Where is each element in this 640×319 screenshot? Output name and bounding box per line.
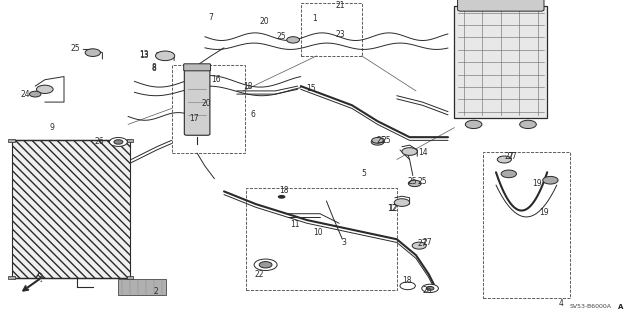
Circle shape xyxy=(372,137,383,143)
Text: 25: 25 xyxy=(381,136,391,145)
Text: 26: 26 xyxy=(422,286,432,295)
Bar xyxy=(118,279,166,295)
Text: 6: 6 xyxy=(251,110,256,119)
Circle shape xyxy=(287,37,300,43)
Text: 15: 15 xyxy=(306,84,316,93)
Circle shape xyxy=(254,259,277,271)
Circle shape xyxy=(394,199,410,206)
Text: 18: 18 xyxy=(243,82,253,91)
Text: Fr.: Fr. xyxy=(32,271,45,285)
Circle shape xyxy=(259,262,272,268)
Text: 18: 18 xyxy=(280,186,289,195)
Circle shape xyxy=(422,284,438,293)
Bar xyxy=(246,188,397,290)
Circle shape xyxy=(403,284,412,288)
Circle shape xyxy=(36,85,53,93)
Text: 12: 12 xyxy=(388,204,398,213)
Text: 20: 20 xyxy=(202,99,211,108)
FancyBboxPatch shape xyxy=(184,64,211,71)
Text: 20: 20 xyxy=(259,17,269,26)
Bar xyxy=(12,140,130,278)
Circle shape xyxy=(400,282,415,290)
Text: 12: 12 xyxy=(387,204,397,213)
Circle shape xyxy=(402,148,417,155)
Text: 5: 5 xyxy=(361,169,366,178)
Text: A: A xyxy=(618,304,623,310)
Circle shape xyxy=(501,170,516,178)
Bar xyxy=(127,139,133,142)
Text: 10: 10 xyxy=(314,228,323,237)
Bar xyxy=(127,276,133,279)
Text: 9: 9 xyxy=(50,123,55,132)
Circle shape xyxy=(278,195,285,199)
Circle shape xyxy=(371,139,384,145)
Text: 27: 27 xyxy=(508,152,517,161)
Text: 3: 3 xyxy=(341,238,346,247)
Text: 14: 14 xyxy=(419,148,428,157)
Text: 27: 27 xyxy=(504,152,514,161)
Text: 2: 2 xyxy=(154,287,159,296)
Text: 22: 22 xyxy=(255,271,264,279)
Text: 25: 25 xyxy=(276,32,286,41)
Text: 13: 13 xyxy=(140,50,149,59)
Bar xyxy=(8,276,15,279)
Circle shape xyxy=(497,156,511,163)
Circle shape xyxy=(156,51,175,61)
Text: 25: 25 xyxy=(417,177,427,186)
Text: 11: 11 xyxy=(290,220,300,229)
Text: 18: 18 xyxy=(402,276,412,285)
Text: 16: 16 xyxy=(211,75,221,84)
Text: 23: 23 xyxy=(335,30,345,39)
Text: 17: 17 xyxy=(189,115,198,123)
Text: 21: 21 xyxy=(335,1,345,10)
Text: 19: 19 xyxy=(532,179,542,188)
Circle shape xyxy=(543,176,558,184)
Text: 24: 24 xyxy=(20,90,30,99)
Circle shape xyxy=(408,180,421,187)
Circle shape xyxy=(520,120,536,129)
Circle shape xyxy=(114,140,123,144)
Text: SV53-B6000A: SV53-B6000A xyxy=(570,304,612,309)
Bar xyxy=(172,65,245,153)
Text: 8: 8 xyxy=(152,64,156,73)
Circle shape xyxy=(412,242,426,249)
Text: 27: 27 xyxy=(418,239,428,248)
Text: 13: 13 xyxy=(140,51,149,60)
Text: 26: 26 xyxy=(95,137,104,146)
Circle shape xyxy=(85,49,100,56)
FancyBboxPatch shape xyxy=(184,69,210,135)
Text: 25: 25 xyxy=(408,177,417,186)
Circle shape xyxy=(426,286,434,290)
Circle shape xyxy=(465,120,482,129)
Circle shape xyxy=(109,137,127,146)
Text: 27: 27 xyxy=(422,238,432,247)
Text: 7: 7 xyxy=(209,13,214,22)
Circle shape xyxy=(29,91,41,97)
Text: 25: 25 xyxy=(70,44,80,53)
Text: 4: 4 xyxy=(558,299,563,308)
Text: 8: 8 xyxy=(152,63,156,72)
Bar xyxy=(8,139,15,142)
Bar xyxy=(301,3,362,56)
Bar xyxy=(483,152,570,298)
Text: 19: 19 xyxy=(539,208,548,217)
Bar xyxy=(454,6,547,118)
FancyBboxPatch shape xyxy=(458,0,544,11)
Text: 1: 1 xyxy=(312,14,317,23)
Text: 25: 25 xyxy=(376,136,386,145)
